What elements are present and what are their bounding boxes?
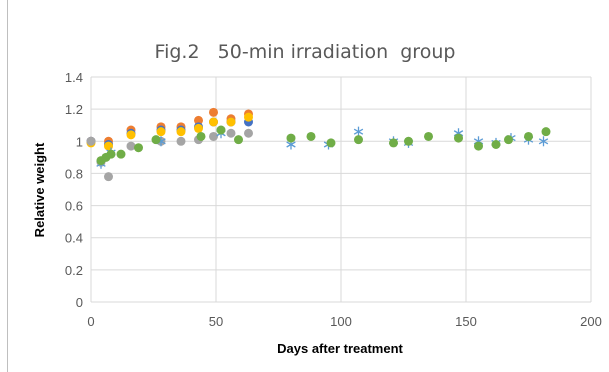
data-point [389, 138, 398, 148]
y-tick-label: 0.8 [65, 166, 83, 181]
data-point [504, 135, 513, 145]
data-point [491, 140, 501, 149]
data-point [404, 136, 413, 146]
y-axis-tick-labels: 0 0.2 0.4 0.6 0.8 1 1.2 1.4 [65, 70, 83, 310]
data-point [306, 131, 316, 141]
data-point [244, 128, 253, 138]
data-point [424, 131, 433, 141]
data-point [326, 138, 336, 148]
data-point [209, 131, 218, 141]
data-point [106, 149, 116, 159]
data-point-asterisk [353, 126, 364, 137]
data-point [86, 136, 96, 146]
y-tick-label: 1.2 [65, 102, 83, 117]
x-tick-label: 200 [580, 314, 602, 329]
data-point [209, 117, 218, 127]
x-tick-label: 0 [87, 314, 94, 329]
y-tick-label: 1 [76, 134, 83, 149]
data-point [216, 125, 226, 135]
y-axis-title: Relative weight [32, 142, 47, 237]
chart-title: Fig.2 50-min irradiation group [155, 41, 456, 63]
x-axis-tick-labels: 0 50 100 150 200 [87, 314, 601, 329]
data-point [286, 133, 296, 143]
x-tick-label: 50 [209, 314, 223, 329]
data-point [104, 172, 113, 182]
data-point [234, 135, 243, 145]
gridlines [90, 76, 592, 303]
data-point [209, 107, 218, 117]
data-point [194, 115, 203, 125]
data-point [226, 128, 236, 138]
data-point [116, 149, 126, 159]
y-tick-label: 0 [76, 295, 83, 310]
data-points [86, 107, 551, 182]
data-point [244, 112, 253, 122]
data-point [194, 123, 203, 133]
data-point [151, 135, 161, 145]
data-point [454, 133, 463, 143]
y-tick-label: 0.6 [65, 199, 83, 214]
data-point [126, 130, 136, 140]
data-point [541, 127, 551, 137]
data-point [474, 141, 483, 151]
data-point [354, 135, 363, 145]
data-point [196, 131, 206, 141]
x-axis-title: Days after treatment [277, 341, 403, 356]
data-point [176, 127, 186, 137]
x-tick-label: 150 [455, 314, 477, 329]
data-point [176, 136, 186, 146]
y-tick-label: 1.4 [65, 70, 83, 85]
data-point [524, 131, 533, 141]
y-tick-label: 0.2 [65, 263, 83, 278]
x-tick-label: 100 [330, 314, 352, 329]
data-point [134, 143, 143, 153]
data-point [156, 127, 166, 137]
data-point [226, 117, 236, 127]
data-point-asterisk [538, 136, 549, 147]
y-tick-label: 0.4 [65, 231, 83, 246]
data-point [126, 141, 136, 151]
left-border-rule [7, 0, 8, 372]
